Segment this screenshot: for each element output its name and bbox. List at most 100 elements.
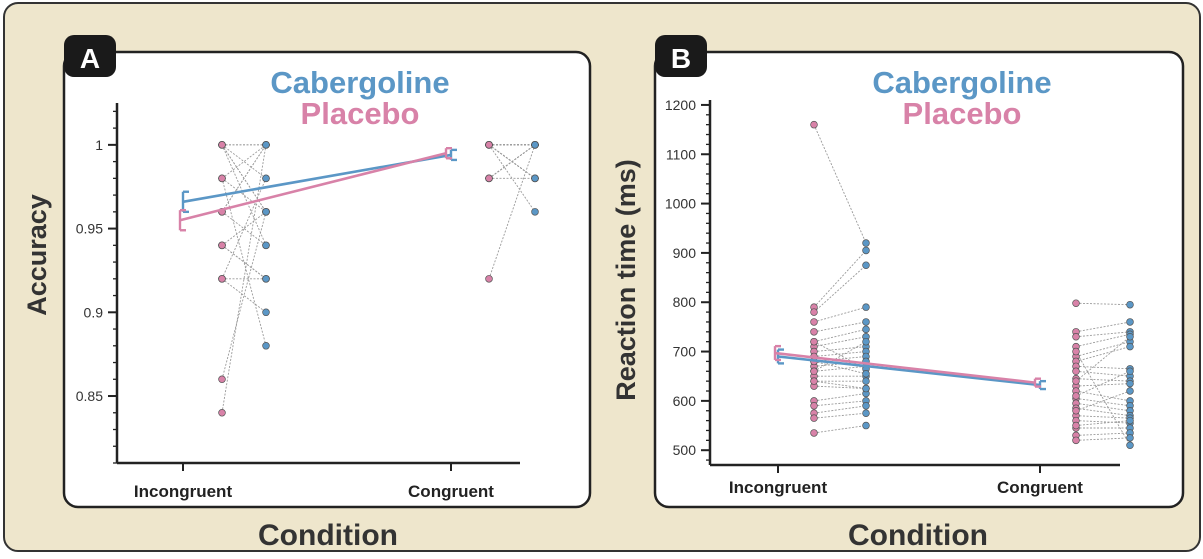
placebo-point — [218, 241, 226, 250]
paired-line — [813, 405, 867, 414]
paired-line — [221, 278, 267, 313]
panel-a-legend-cabergoline: Cabergoline — [270, 65, 449, 100]
placebo-point — [1072, 392, 1080, 400]
paired-line — [221, 244, 267, 280]
panel-a-ylabel: Accuracy — [22, 194, 52, 316]
cabergoline-point — [862, 246, 870, 255]
placebo-point — [810, 367, 818, 376]
mean-line-cabergoline — [777, 355, 1041, 387]
panel-a-xtick-incongruent: Incongruent — [134, 482, 233, 501]
cabergoline-point — [1126, 387, 1134, 395]
paired-line — [1075, 390, 1131, 412]
paired-line — [813, 425, 867, 434]
placebo-point — [810, 414, 818, 422]
panel-b-xtick-congruent: Congruent — [997, 478, 1083, 497]
placebo-point — [1072, 421, 1080, 430]
cabergoline-point — [862, 370, 870, 378]
y-tick-label: 1000 — [665, 196, 696, 212]
placebo-point — [810, 429, 818, 437]
placebo-point — [1072, 299, 1080, 307]
panel-b-frame — [653, 50, 1185, 509]
cabergoline-point — [862, 402, 870, 410]
y-tick-label: 800 — [673, 294, 697, 310]
paired-line — [221, 144, 267, 179]
cabergoline-point — [1126, 367, 1134, 376]
cabergoline-point — [862, 325, 870, 334]
panel-a-legend-placebo: Placebo — [301, 96, 420, 131]
placebo-point — [218, 409, 226, 417]
paired-line — [813, 328, 867, 343]
paired-line — [1075, 351, 1131, 446]
panel-a-frame — [62, 50, 592, 509]
placebo-point — [1072, 367, 1080, 376]
placebo-point — [218, 375, 226, 384]
y-tick-label: 700 — [673, 344, 697, 360]
paired-line — [813, 385, 867, 389]
paired-line — [221, 178, 267, 279]
paired-line — [813, 321, 867, 333]
paired-line — [1075, 333, 1131, 348]
paired-line — [488, 144, 536, 279]
cabergoline-point — [1126, 318, 1134, 326]
paired-line — [221, 177, 267, 213]
cabergoline-point — [862, 409, 870, 417]
placebo-point — [810, 120, 818, 129]
panel-a: A Cabergoline Placebo 0.85 0.9 0.95 1 Incon… — [22, 35, 592, 509]
y-tick-label: 1 — [95, 137, 103, 153]
cabergoline-point — [1126, 300, 1134, 309]
cabergoline-point — [862, 337, 870, 346]
placebo-point — [1072, 333, 1080, 341]
paired-line — [221, 211, 267, 246]
placebo-point — [485, 141, 493, 149]
cabergoline-point — [862, 303, 870, 311]
paired-line — [221, 144, 267, 179]
y-tick-label: 0.95 — [76, 221, 103, 237]
placebo-point — [810, 318, 818, 326]
panel-b-xtick-incongruent: Incongruent — [729, 478, 828, 497]
panel-b-label-box — [655, 35, 707, 77]
cabergoline-point — [262, 342, 270, 350]
placebo-point — [1072, 436, 1080, 445]
paired-line — [813, 360, 867, 375]
y-tick-label: 500 — [673, 442, 697, 458]
paired-line — [813, 346, 867, 353]
cabergoline-point — [531, 174, 539, 183]
paired-line — [813, 336, 867, 348]
paired-line — [1075, 341, 1131, 357]
paired-line — [813, 124, 867, 244]
placebo-point — [218, 174, 226, 183]
cabergoline-point — [262, 208, 270, 216]
placebo-point — [1072, 406, 1080, 415]
mean-line-placebo — [179, 151, 447, 222]
mean-line-placebo — [774, 351, 1036, 384]
cabergoline-point — [531, 208, 539, 216]
placebo-point — [810, 337, 818, 346]
y-tick-label: 0.9 — [84, 304, 104, 320]
panel-b-legend-cabergoline: Cabergoline — [872, 65, 1051, 100]
y-tick-label: 900 — [673, 245, 697, 261]
cabergoline-point — [1126, 333, 1134, 341]
panel-b-plot: 500 600 700 800 900 1000 1100 1200 — [665, 97, 1134, 473]
cabergoline-point — [262, 275, 270, 283]
paired-line — [1075, 321, 1131, 333]
paired-line — [221, 144, 267, 246]
paired-line — [813, 250, 867, 308]
paired-line — [813, 380, 867, 389]
panel-b-legend-placebo: Placebo — [903, 96, 1022, 131]
cabergoline-point — [862, 261, 870, 269]
paired-line — [1075, 390, 1131, 402]
paired-line — [1075, 336, 1131, 382]
paired-line — [221, 211, 267, 380]
panel-a-xlabel: Condition — [258, 519, 398, 552]
paired-line — [488, 144, 536, 213]
cabergoline-point — [531, 141, 539, 149]
placebo-point — [810, 308, 818, 316]
cabergoline-point — [1126, 434, 1134, 442]
panel-a-plot: 0.85 0.9 0.95 1 — [76, 103, 539, 471]
cabergoline-point — [262, 308, 270, 317]
paired-line — [813, 412, 867, 419]
cabergoline-point — [862, 318, 870, 326]
paired-line — [1075, 370, 1131, 397]
